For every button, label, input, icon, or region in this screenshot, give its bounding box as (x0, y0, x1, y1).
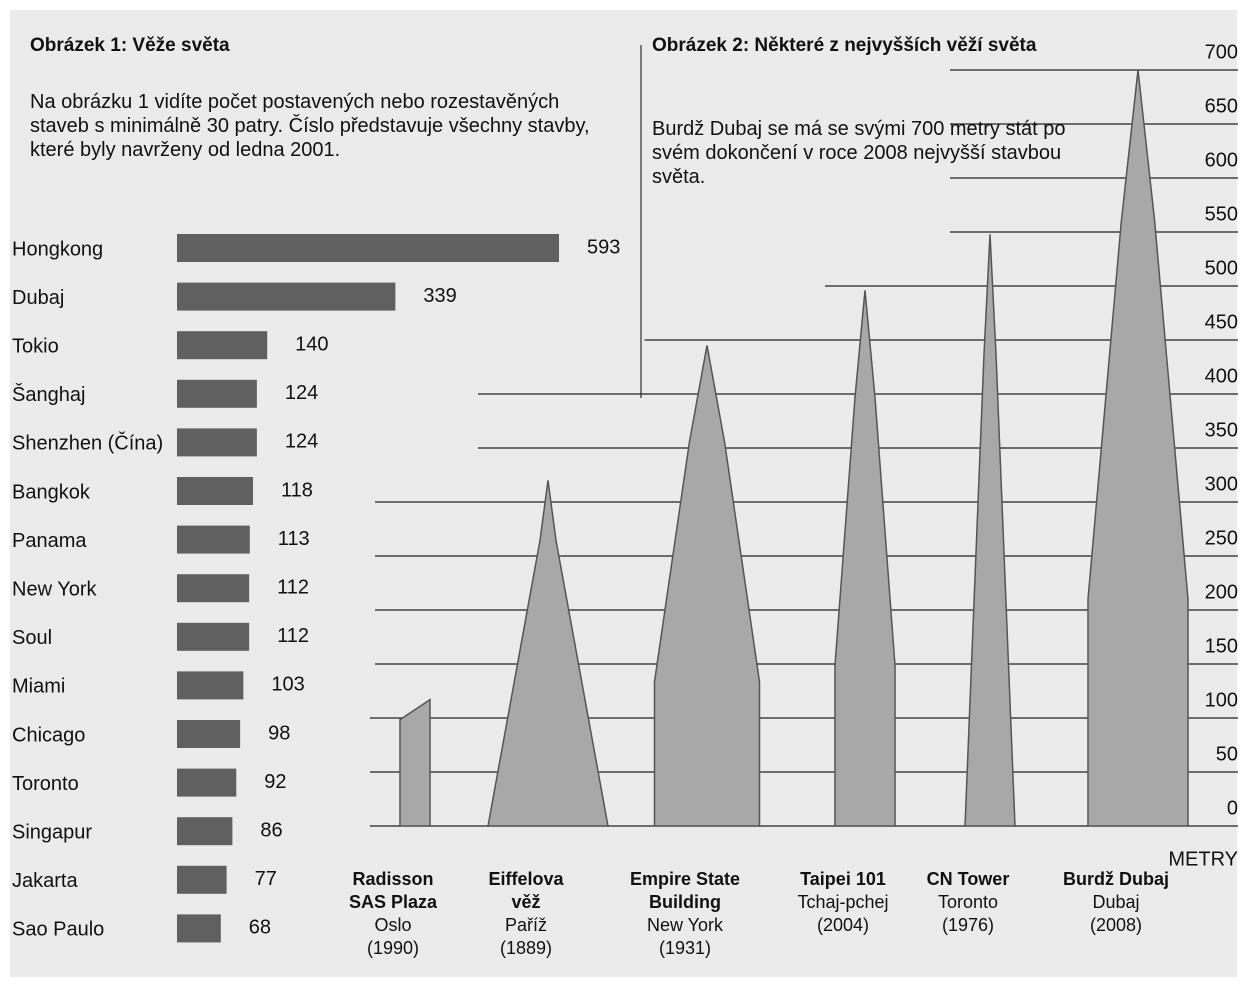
tower-name: Empire State Building (629, 869, 741, 912)
y-tick-label: 700 (1205, 41, 1238, 63)
bar (177, 622, 250, 651)
bar (177, 379, 257, 408)
bar (177, 720, 241, 748)
category-label: Sao Paulo (12, 919, 104, 941)
bar (177, 428, 257, 457)
value-label: 593 (587, 236, 620, 258)
tower-years: (1976) (941, 915, 995, 935)
tower-label: Empire State Building New York (1931) (615, 868, 755, 960)
chart-subtitle: Burdž Dubaj se má se svými 700 metry stá… (652, 118, 1066, 188)
tower-cities: Oslo (374, 915, 412, 935)
value-label: 92 (264, 771, 286, 793)
bar (177, 865, 227, 894)
tower-years: (1931) (658, 938, 712, 958)
tower-label: Eiffelova věž Paříž (1889) (476, 868, 576, 960)
tower-cities: Paříž (504, 915, 547, 935)
y-tick-label: 500 (1205, 257, 1238, 279)
bar (177, 914, 221, 943)
category-label: Singapur (12, 821, 92, 843)
y-tick-label: 50 (1216, 743, 1238, 765)
category-label: Toronto (12, 773, 79, 795)
category-label: Miami (12, 676, 65, 698)
tower-label: CN Tower Toronto (1976) (908, 868, 1028, 937)
bar (177, 574, 250, 603)
tower-name: Radisson SAS Plaza (348, 869, 438, 912)
tower-name: Taipei 101 (800, 869, 886, 889)
value-label: 113 (278, 528, 310, 550)
tower-name: Burdž Dubaj (1063, 869, 1169, 889)
value-label: 112 (277, 576, 309, 598)
y-tick-label: 350 (1205, 419, 1238, 441)
bar (177, 525, 250, 554)
tower (653, 345, 761, 827)
tower-name: Eiffelova věž (488, 869, 564, 912)
tower-years: (1990) (366, 938, 420, 958)
value-label: 98 (268, 722, 290, 744)
y-tick-label: 400 (1205, 365, 1238, 387)
y-tick-label: 150 (1205, 635, 1238, 657)
tower-name: CN Tower (926, 869, 1010, 889)
category-label: Soul (12, 627, 52, 649)
category-label: New York (12, 578, 97, 600)
y-tick-label: 100 (1205, 689, 1238, 711)
tower-cities: Toronto (937, 892, 999, 912)
category-label: Tokio (12, 335, 59, 357)
category-label: Chicago (12, 724, 85, 746)
bar (177, 331, 268, 360)
value-label: 124 (285, 431, 318, 453)
value-label: 140 (295, 333, 328, 355)
axis-label: METRY (1168, 848, 1238, 870)
category-label: Shenzhen (Čína) (12, 432, 163, 455)
bar (177, 768, 237, 797)
tower (487, 480, 609, 827)
y-tick-label: 0 (1227, 797, 1238, 819)
tower-label: Radisson SAS Plaza Oslo (1990) (338, 868, 448, 960)
tower (399, 698, 431, 827)
tower-cities: New York (646, 915, 724, 935)
tower-cities: Dubaj (1092, 892, 1140, 912)
y-tick-label: 250 (1205, 527, 1238, 549)
category-label: Bangkok (12, 481, 91, 503)
category-label: Šanghaj (12, 383, 85, 406)
category-label: Panama (12, 530, 87, 552)
tower-label: Taipei 101 Tchaj-pchej (2004) (778, 868, 908, 937)
tower-cities: Tchaj-pchej (797, 892, 889, 912)
tower (834, 290, 896, 827)
value-label: 339 (423, 285, 456, 307)
bar (177, 282, 396, 311)
y-tick-label: 450 (1205, 311, 1238, 333)
category-label: Dubaj (12, 287, 64, 309)
category-label: Jakarta (12, 870, 78, 892)
value-label: 68 (249, 917, 271, 939)
tower-years: (2008) (1089, 915, 1143, 935)
bar (177, 817, 233, 846)
value-label: 118 (281, 479, 313, 501)
y-tick-label: 550 (1205, 203, 1238, 225)
y-tick-label: 300 (1205, 473, 1238, 495)
chart-title: Obrázek 1: Věže světa (30, 35, 230, 56)
y-tick-label: 200 (1205, 581, 1238, 603)
bar (177, 477, 254, 505)
value-label: 86 (260, 819, 282, 841)
category-label: Hongkong (12, 238, 103, 260)
value-label: 77 (255, 868, 277, 890)
value-label: 124 (285, 382, 318, 404)
y-tick-label: 600 (1205, 149, 1238, 171)
value-label: 103 (271, 674, 304, 696)
chart-subtitle: Na obrázku 1 vidíte počet postavených ne… (30, 91, 590, 161)
y-tick-label: 650 (1205, 95, 1238, 117)
tower (1087, 69, 1189, 827)
tower-years: (2004) (816, 915, 870, 935)
tower-years: (1889) (499, 938, 553, 958)
value-label: 112 (277, 625, 309, 647)
chart-title: Obrázek 2: Některé z nejvyšších věží svě… (652, 35, 1037, 56)
bar (177, 671, 244, 700)
bar (177, 234, 559, 262)
tower (964, 234, 1016, 827)
tower-label: Burdž Dubaj Dubaj (2008) (1051, 868, 1181, 937)
